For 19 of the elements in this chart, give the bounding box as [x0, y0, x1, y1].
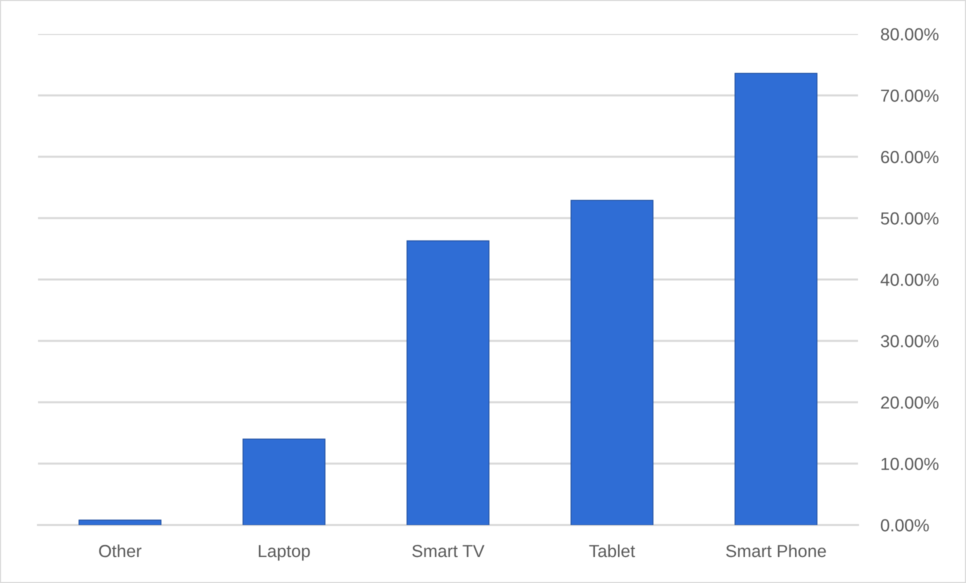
bar — [78, 520, 162, 525]
bar — [734, 72, 818, 525]
y-tick-label: 80.00% — [880, 28, 938, 40]
y-tick-label: 60.00% — [881, 150, 938, 164]
bar — [406, 240, 490, 525]
x-tick-label: Tablet — [589, 544, 636, 558]
x-tick-label: Smart Phone — [726, 544, 826, 558]
x-tick-label: Laptop — [258, 545, 310, 561]
y-tick-label: 40.00% — [880, 274, 938, 286]
y-tick-label: 10.00% — [882, 458, 938, 470]
y-tick-label: 50.00% — [880, 212, 938, 225]
y-tick-label: 0.00% — [880, 519, 929, 532]
x-tick-label: Smart TV — [412, 544, 484, 558]
y-tick-label: 30.00% — [880, 335, 938, 348]
bar — [242, 438, 326, 525]
y-tick-label: 70.00% — [881, 90, 938, 102]
y-tick-label: 20.00% — [881, 396, 938, 409]
x-tick-label: Other — [99, 544, 142, 558]
bar — [570, 200, 654, 525]
